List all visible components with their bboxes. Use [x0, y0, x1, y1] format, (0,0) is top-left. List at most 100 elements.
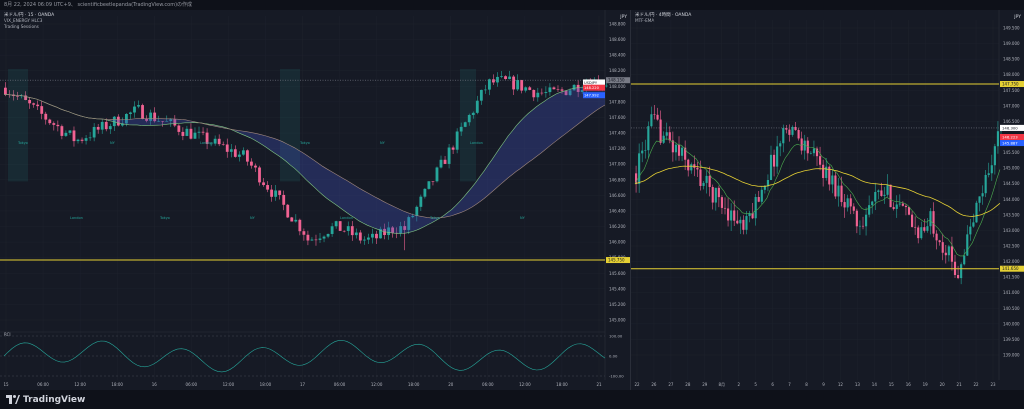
- candle-body: [960, 264, 963, 279]
- price-axis-tick: 147.200: [609, 146, 626, 151]
- candle-body: [362, 239, 366, 241]
- candle-body: [492, 79, 495, 83]
- candle-body: [28, 99, 32, 104]
- candle-body: [500, 76, 503, 77]
- candle-body: [471, 112, 475, 115]
- time-axis-tick: 22: [974, 382, 980, 387]
- left-chart-panel[interactable]: 米ドル/円 · 15 · OANDA VIX_ENERGY HLC3 Trading…: [0, 10, 630, 390]
- candle-body: [84, 138, 88, 141]
- candle-body: [354, 232, 358, 236]
- ma-slow-line: [3, 94, 606, 219]
- time-axis-tick: 13: [855, 382, 861, 387]
- candle-body: [536, 92, 540, 98]
- candle-body: [901, 203, 904, 206]
- price-axis-tick: 146.200: [609, 224, 626, 229]
- price-label-box: [583, 84, 605, 91]
- candle-body: [917, 227, 920, 239]
- candle-body: [508, 76, 511, 80]
- candle-body: [229, 149, 233, 152]
- candle-body: [302, 231, 306, 235]
- candle-body: [221, 144, 225, 145]
- candle-body: [88, 137, 92, 139]
- price-label-text: USDJPY: [584, 81, 598, 85]
- candle-body: [730, 210, 733, 221]
- price-label-box: [1000, 140, 1024, 147]
- candle-body: [467, 114, 471, 123]
- candle-body: [874, 191, 877, 202]
- candle-body: [687, 159, 690, 171]
- candle-body: [572, 84, 576, 91]
- candle-body: [100, 121, 104, 130]
- indicator-line: [3, 340, 606, 373]
- tradingview-logo[interactable]: TradingView: [6, 394, 85, 405]
- time-axis-tick: 19: [923, 382, 929, 387]
- candle-body: [157, 121, 161, 122]
- time-axis-tick: 12:00: [74, 382, 86, 387]
- tradingview-logo-icon: [6, 395, 20, 404]
- candle-body: [475, 100, 479, 113]
- price-axis-tick: 146.000: [609, 240, 626, 245]
- candle-body: [419, 196, 423, 207]
- price-label-box: [1000, 124, 1024, 131]
- time-axis-tick: 17: [300, 382, 306, 387]
- time-axis-tick: 7: [788, 382, 791, 387]
- indicator-axis-tick: 0.00: [609, 354, 618, 359]
- candle-body: [681, 147, 684, 156]
- candle-body: [40, 106, 44, 114]
- session-box: [8, 68, 28, 182]
- candle-body: [92, 126, 96, 138]
- price-level-tag-text: 145.750: [608, 258, 625, 263]
- panel-divider[interactable]: [630, 10, 631, 390]
- candle-body: [662, 135, 665, 143]
- session-label: NY: [380, 141, 386, 145]
- candle-body: [720, 197, 724, 208]
- candle-body: [828, 166, 831, 185]
- session-label: NY: [110, 141, 116, 145]
- candle-body: [932, 211, 935, 234]
- candle-body: [766, 179, 770, 187]
- candle-body: [564, 90, 568, 96]
- candle-body: [314, 239, 318, 241]
- candle-body: [250, 161, 253, 166]
- time-axis-tick: 6: [771, 382, 774, 387]
- price-label-text: 146.300: [1002, 125, 1018, 130]
- candle-body: [524, 87, 528, 91]
- price-axis-tick: 145.000: [609, 318, 626, 323]
- time-axis-tick: 18:00: [260, 382, 272, 387]
- candle-body: [479, 89, 483, 101]
- candle-body: [407, 217, 411, 230]
- price-axis-tick: 145.400: [609, 286, 626, 291]
- candle-body: [898, 203, 901, 205]
- candle-body: [254, 165, 257, 168]
- candle-body: [282, 194, 286, 205]
- candle-body: [904, 205, 908, 208]
- candle-body: [840, 185, 843, 203]
- candle-body: [310, 239, 314, 241]
- candle-body: [205, 132, 209, 144]
- candle-body: [990, 165, 993, 174]
- price-label-text: 145.887: [1002, 141, 1018, 146]
- right-chart-panel[interactable]: 米ドル/円 · 4時間 · OANDA MTF-EMA 149.500 149.000…: [631, 10, 1024, 390]
- candle-body: [812, 148, 816, 154]
- candle-body: [886, 184, 889, 195]
- candle-body: [225, 144, 229, 152]
- candle-body: [641, 150, 644, 154]
- candle-body: [4, 87, 7, 95]
- candle-body: [36, 104, 40, 107]
- chart-header: 8月 22, 2024 06:09 UTC+9、 scientificbeetl…: [0, 0, 1024, 10]
- price-axis-tick: 142.500: [1003, 244, 1020, 249]
- candle-body: [993, 146, 996, 166]
- time-axis-tick: 21: [957, 382, 963, 387]
- candle-body: [72, 130, 76, 142]
- candle-body: [822, 164, 825, 178]
- candle-body: [560, 89, 564, 91]
- price-axis-tick: 147.000: [609, 162, 626, 167]
- candle-body: [788, 129, 791, 135]
- candle-body: [871, 201, 874, 206]
- price-level-tag: [606, 77, 630, 84]
- candle-body: [920, 227, 923, 239]
- currency-label: JPY: [619, 14, 627, 20]
- candle-body: [966, 234, 969, 256]
